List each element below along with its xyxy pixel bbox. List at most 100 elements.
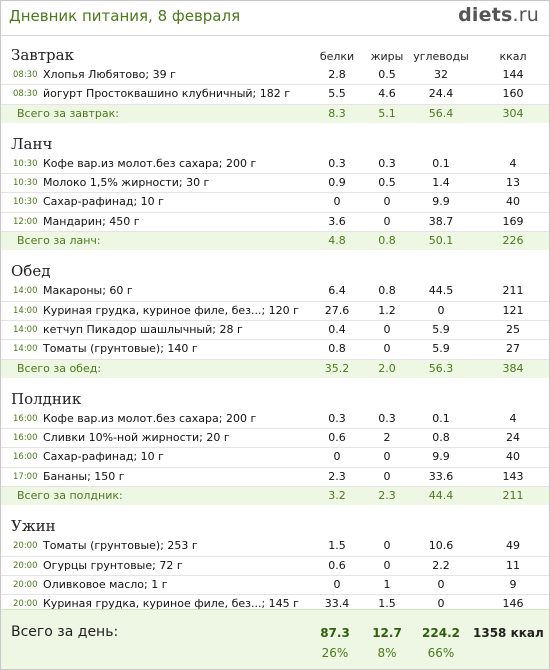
food-row[interactable]: 14:00 Куриная грудка, куриное филе, без..… bbox=[1, 302, 549, 321]
meal-total-carbs: 44.4 bbox=[428, 489, 454, 503]
food-name[interactable]: Макароны; 60 г bbox=[43, 284, 133, 298]
food-row[interactable]: 08:30 йогурт Простоквашино клубничный; 18… bbox=[1, 85, 549, 105]
food-row[interactable]: 16:00 Сливки 10%-ной жирности; 20 г 0.6 2 0.… bbox=[1, 429, 549, 449]
site-logo[interactable]: diets.ru bbox=[458, 4, 539, 26]
food-row[interactable]: 14:00 кетчуп Пикадор шашлычный; 28 г 0.4 0 5… bbox=[1, 321, 549, 341]
meal-total-carbs: 56.3 bbox=[428, 361, 454, 375]
food-time: 14:00 bbox=[13, 305, 38, 316]
food-name[interactable]: Томаты (грунтовые); 253 г bbox=[43, 539, 198, 553]
section-gap bbox=[1, 250, 549, 261]
food-row[interactable]: 08:30 Хлопья Любятово; 39 г 2.8 0.5 32 144 bbox=[1, 66, 549, 86]
food-carbs: 9.9 bbox=[432, 450, 450, 464]
food-time: 16:00 bbox=[13, 413, 38, 424]
food-kcal: 144 bbox=[502, 68, 524, 81]
food-row[interactable]: 17:00 Бананы; 150 г 2.3 0 33.6 143 bbox=[1, 468, 549, 488]
food-name[interactable]: Молоко 1,5% жирности; 30 г bbox=[43, 176, 210, 190]
meal-header: Ланч bbox=[1, 134, 549, 155]
food-row[interactable]: 16:00 Кофе вар.из молот.без сахара; 200 г… bbox=[1, 410, 549, 430]
food-time: 14:00 bbox=[13, 286, 38, 297]
food-name[interactable]: кетчуп Пикадор шашлычный; 28 г bbox=[43, 322, 243, 336]
meal-total-protein: 35.2 bbox=[324, 361, 350, 375]
food-fat: 0 bbox=[383, 469, 391, 483]
food-time: 14:00 bbox=[13, 344, 38, 355]
meal-total-carbs: 56.4 bbox=[428, 106, 454, 120]
food-carbs: 0.1 bbox=[432, 411, 450, 425]
food-row[interactable]: 14:00 Томаты (грунтовые); 140 г 0.8 0 5.9 27 bbox=[1, 340, 549, 360]
food-name[interactable]: Сливки 10%-ной жирности; 20 г bbox=[43, 431, 230, 445]
food-protein: 0.4 bbox=[328, 322, 346, 336]
food-protein: 0.3 bbox=[328, 156, 346, 170]
meal-section: Ланч 10:30 Кофе вар.из молот.без сахара; 2… bbox=[1, 134, 549, 251]
food-fat: 0.3 bbox=[378, 156, 396, 170]
food-time: 12:00 bbox=[13, 216, 38, 227]
meal-total-protein: 8.3 bbox=[328, 106, 346, 120]
food-kcal: 40 bbox=[506, 450, 520, 464]
food-row[interactable]: 12:00 Мандарин; 450 г 3.6 0 38.7 169 bbox=[1, 213, 549, 233]
logo-tld: .ru bbox=[512, 4, 539, 26]
food-protein: 5.5 bbox=[328, 87, 346, 101]
meal-section: Завтрак белки жиры углеводы ккал 08:30 Хлопья … bbox=[1, 45, 549, 123]
column-header-fat: жиры bbox=[370, 50, 404, 63]
food-name[interactable]: Оливковое масло; 1 г bbox=[43, 577, 168, 591]
food-row[interactable]: 10:30 Кофе вар.из молот.без сахара; 200 г… bbox=[1, 155, 549, 175]
food-kcal: 4 bbox=[509, 156, 517, 170]
meal-total-label: Всего за обед: bbox=[17, 361, 102, 375]
day-total-carbs: 224.2 bbox=[422, 626, 460, 640]
food-name[interactable]: Кофе вар.из молот.без сахара; 200 г bbox=[43, 411, 257, 425]
food-name[interactable]: Томаты (грунтовые); 140 г bbox=[43, 342, 198, 356]
food-fat: 0.8 bbox=[378, 284, 396, 298]
food-carbs: 1.4 bbox=[432, 176, 450, 190]
food-fat: 0 bbox=[383, 539, 391, 553]
meal-total-fat: 5.1 bbox=[378, 106, 396, 120]
food-name[interactable]: Куриная грудка, куриное филе, без...; 12… bbox=[43, 303, 299, 317]
food-carbs: 5.9 bbox=[432, 342, 450, 356]
food-time: 10:30 bbox=[13, 178, 38, 189]
food-name[interactable]: Куриная грудка, куриное филе, без...; 14… bbox=[43, 597, 299, 611]
food-time: 17:00 bbox=[13, 471, 38, 482]
food-fat: 1.5 bbox=[378, 597, 396, 611]
meals-table: Завтрак белки жиры углеводы ккал 08:30 Хлопья … bbox=[1, 45, 549, 653]
food-row[interactable]: 10:30 Молоко 1,5% жирности; 30 г 0.9 0.5 1.4… bbox=[1, 174, 549, 194]
food-protein: 0 bbox=[333, 577, 341, 591]
food-carbs: 0 bbox=[437, 577, 445, 591]
food-fat: 1.2 bbox=[378, 303, 396, 317]
meal-header: Полдник bbox=[1, 389, 549, 410]
food-name[interactable]: Сахар-рафинад; 10 г bbox=[43, 195, 164, 209]
food-carbs: 32 bbox=[434, 68, 448, 81]
food-protein: 0.8 bbox=[328, 342, 346, 356]
food-protein: 2.8 bbox=[328, 68, 346, 81]
meal-total-row: Всего за завтрак: 8.3 5.1 56.4 304 bbox=[1, 104, 549, 123]
food-row[interactable]: 16:00 Сахар-рафинад; 10 г 0 0 9.9 40 bbox=[1, 448, 549, 468]
meal-total-kcal: 211 bbox=[502, 489, 524, 503]
header: Дневник питания, 8 февраля diets.ru bbox=[1, 1, 549, 36]
food-time: 20:00 bbox=[13, 541, 38, 552]
food-kcal: 24 bbox=[506, 431, 520, 445]
food-time: 08:30 bbox=[13, 89, 38, 100]
food-name[interactable]: Мандарин; 450 г bbox=[43, 214, 140, 228]
food-row[interactable]: 14:00 Макароны; 60 г 6.4 0.8 44.5 211 bbox=[1, 282, 549, 302]
food-row[interactable]: 20:00 Огурцы грунтовые; 72 г 0.6 0 2.2 11 bbox=[1, 557, 549, 576]
food-kcal: 4 bbox=[509, 411, 517, 425]
food-name[interactable]: Хлопья Любятово; 39 г bbox=[43, 68, 176, 81]
food-name[interactable]: Сахар-рафинад; 10 г bbox=[43, 450, 164, 464]
food-protein: 33.4 bbox=[324, 597, 350, 611]
food-row[interactable]: 20:00 Томаты (грунтовые); 253 г 1.5 0 10.6 49 bbox=[1, 537, 549, 557]
food-kcal: 49 bbox=[506, 539, 520, 553]
day-total: Всего за день: 87.3 12.7 224.2 1358 ккал… bbox=[1, 609, 549, 669]
food-fat: 0 bbox=[383, 214, 391, 228]
food-name[interactable]: Кофе вар.из молот.без сахара; 200 г bbox=[43, 156, 257, 170]
food-name[interactable]: Бананы; 150 г bbox=[43, 469, 125, 483]
food-time: 20:00 bbox=[13, 599, 38, 610]
food-row[interactable]: 20:00 Оливковое масло; 1 г 0 1 0 9 bbox=[1, 576, 549, 596]
food-fat: 0 bbox=[383, 342, 391, 356]
column-header-protein: белки bbox=[319, 50, 355, 63]
food-name[interactable]: йогурт Простоквашино клубничный; 182 г bbox=[43, 87, 291, 101]
food-kcal: 9 bbox=[509, 577, 517, 591]
meal-title: Ланч bbox=[11, 134, 53, 153]
food-carbs: 2.2 bbox=[432, 558, 450, 572]
food-protein: 0 bbox=[333, 195, 341, 209]
food-protein: 0.3 bbox=[328, 411, 346, 425]
food-name[interactable]: Огурцы грунтовые; 72 г bbox=[43, 558, 183, 572]
food-fat: 0.3 bbox=[378, 411, 396, 425]
food-row[interactable]: 10:30 Сахар-рафинад; 10 г 0 0 9.9 40 bbox=[1, 193, 549, 213]
